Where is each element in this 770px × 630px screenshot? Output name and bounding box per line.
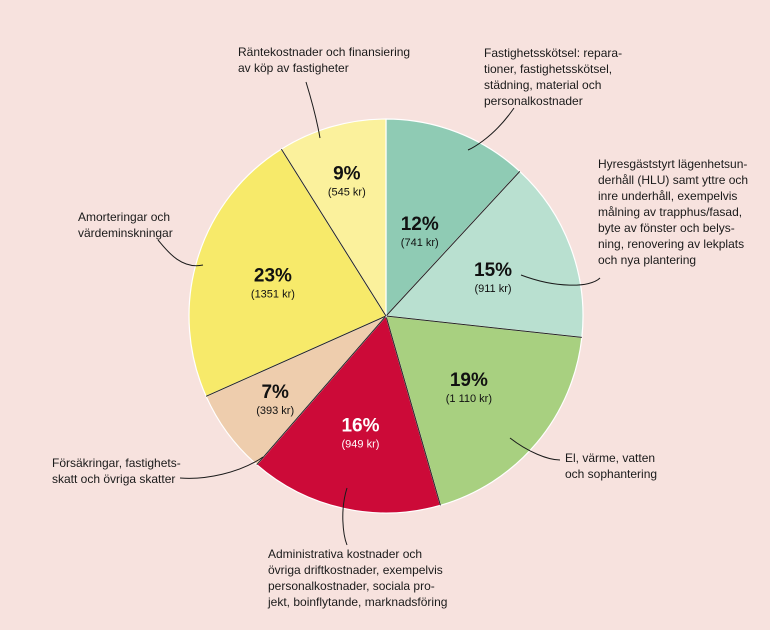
slice-amount-label: (1351 kr) — [251, 289, 295, 301]
category-label-line: skatt och övriga skatter — [52, 472, 175, 486]
category-label: Räntekostnader och finansiering av köp av… — [238, 45, 410, 75]
slice-percent-label: 12% — [401, 214, 439, 235]
category-label-line: städning, material och — [484, 78, 601, 92]
slice-percent-label: 15% — [474, 260, 512, 281]
pie-slice-6 — [188, 148, 387, 398]
slice-amount-label: (1 110 kr) — [446, 393, 492, 405]
slice-divider — [256, 315, 387, 466]
category-label-line: och sophantering — [565, 467, 657, 481]
leader-line — [157, 239, 204, 267]
leader-line — [179, 456, 264, 479]
category-label-line: inre underhåll, exempelvis — [598, 189, 737, 203]
category-label-line: El, värme, vatten — [565, 451, 655, 465]
slice-percent-label: 7% — [261, 382, 289, 403]
slice-percent-label: 19% — [450, 370, 488, 391]
category-label-line: övriga driftkostnader, exempelvis — [268, 563, 443, 577]
slice-divider — [385, 315, 582, 338]
category-label-line: av köp av fastigheter — [238, 61, 349, 75]
slice-percent-label: 9% — [333, 164, 361, 185]
slice-amount-label: (393 kr) — [256, 405, 294, 417]
category-label-line: Administrativa kostnader och — [268, 547, 422, 561]
category-label-line: Fastighetsskötsel: repara- — [484, 46, 622, 60]
category-label-line: byte av fönster och belys- — [598, 221, 735, 235]
category-label-line: personalkostnader, sociala pro- — [268, 579, 435, 593]
pie-slices — [188, 118, 584, 514]
slice-amount-label: (545 kr) — [328, 187, 366, 199]
category-label-line: värdeminskningar — [78, 226, 173, 240]
pie-slice-3 — [385, 315, 583, 507]
category-label-line: Hyresgäststyrt lägenhetsun- — [598, 157, 747, 171]
slice-labels: 12% (741 kr) 15% (911 kr) 19% (1 110 kr) 16% (9… — [251, 164, 512, 451]
category-label: Hyresgäststyrt lägenhetsun-derhåll (HLU)… — [598, 157, 748, 267]
slice-divider — [280, 148, 387, 317]
category-label-line: derhåll (HLU) samt yttre och — [598, 173, 748, 187]
category-label-line: Amorteringar och — [78, 210, 170, 224]
leader-line — [509, 437, 561, 461]
category-label-line: tioner, fastighetsskötsel, — [484, 62, 612, 76]
category-label-line: Räntekostnader och finansiering — [238, 45, 410, 59]
category-label: El, värme, vatten och sophantering — [565, 451, 657, 481]
slice-percent-label: 16% — [341, 415, 379, 436]
leader-line — [305, 81, 321, 139]
category-label-line: målning av trapphus/fasad, — [598, 205, 742, 219]
slice-divider — [385, 315, 441, 506]
pie-slice-1 — [385, 118, 521, 318]
leader-line — [467, 107, 515, 151]
slice-amount-label: (911 kr) — [474, 283, 511, 295]
slice-amount-label: (741 kr) — [401, 237, 439, 249]
slice-divider — [205, 315, 387, 397]
category-label-line: Försäkringar, fastighets- — [52, 456, 181, 470]
category-label-line: jekt, boinflytande, marknadsföring — [267, 595, 447, 609]
leader-lines — [157, 81, 601, 546]
category-label: Försäkringar, fastighets-skatt och övrig… — [52, 456, 181, 486]
leader-line — [520, 274, 601, 286]
slice-percent-label: 23% — [254, 266, 292, 287]
slice-divider — [385, 171, 521, 317]
category-label-line: ning, renovering av lekplats — [598, 237, 744, 251]
category-label-line: personalkostnader — [484, 94, 583, 108]
leader-line — [342, 487, 348, 546]
category-label: Fastighetsskötsel: repara-tioner, fastig… — [484, 46, 622, 108]
category-label: Amorteringar och värdeminskningar — [78, 210, 173, 240]
pie-slice-7 — [280, 118, 387, 319]
pie-slice-2 — [384, 170, 584, 339]
category-label-line: och nya plantering — [598, 253, 696, 267]
category-label: Administrativa kostnader och övriga drift… — [267, 547, 447, 609]
category-labels: Fastighetsskötsel: repara-tioner, fastig… — [52, 45, 748, 609]
slice-amount-label: (949 kr) — [342, 438, 380, 450]
